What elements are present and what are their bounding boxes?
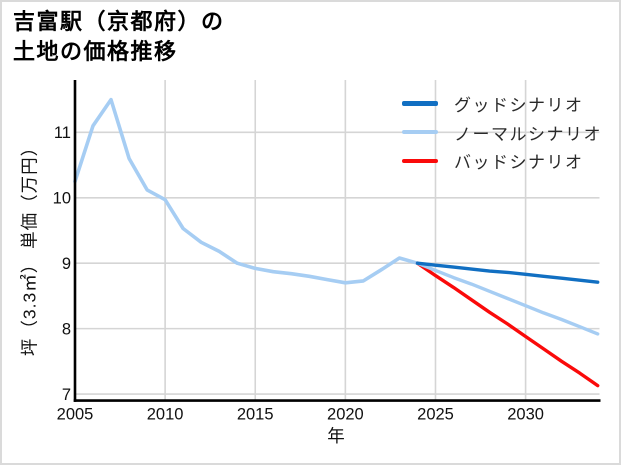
y-axis-label: 坪（3.3㎡） 単価（万円）: [19, 137, 40, 357]
x-tick-label: 2015: [237, 406, 274, 424]
x-tick-label: 2010: [147, 406, 184, 424]
legend-line-good-icon: [402, 101, 438, 106]
x-tick-label: 2005: [57, 406, 94, 424]
legend-line-bad-icon: [402, 158, 438, 164]
y-tick-label: 8: [62, 320, 71, 338]
x-tick-label: 2030: [507, 406, 544, 424]
bad-scenario-line: [415, 261, 600, 388]
history-line: [73, 97, 420, 285]
legend-line-normal-icon: [402, 129, 438, 135]
legend-label-good: グッドシナリオ: [454, 95, 584, 115]
y-tick-label: 9: [62, 255, 71, 273]
chart-title-line1: 吉富駅（京都府）の: [13, 9, 225, 34]
y-tick-label: 7: [62, 386, 71, 404]
y-tick-label: 11: [54, 124, 71, 142]
legend: グッドシナリオ ノーマルシナリオ バッドシナリオ: [402, 89, 602, 175]
y-tick-label: 10: [53, 190, 71, 208]
x-tick-label: 2025: [417, 406, 454, 424]
legend-item-normal: ノーマルシナリオ: [402, 118, 602, 147]
x-axis-label: 年: [327, 426, 345, 446]
normal-scenario-line: [415, 261, 600, 336]
x-tick-label: 2020: [327, 406, 364, 424]
legend-item-bad: バッドシナリオ: [402, 147, 602, 176]
legend-item-good: グッドシナリオ: [402, 89, 602, 118]
chart-title: 吉富駅（京都府）の 土地の価格推移: [13, 7, 225, 67]
chart-title-line2: 土地の価格推移: [13, 39, 178, 64]
legend-label-normal: ノーマルシナリオ: [454, 124, 602, 144]
good-scenario-line: [415, 261, 600, 284]
legend-label-bad: バッドシナリオ: [454, 153, 584, 173]
